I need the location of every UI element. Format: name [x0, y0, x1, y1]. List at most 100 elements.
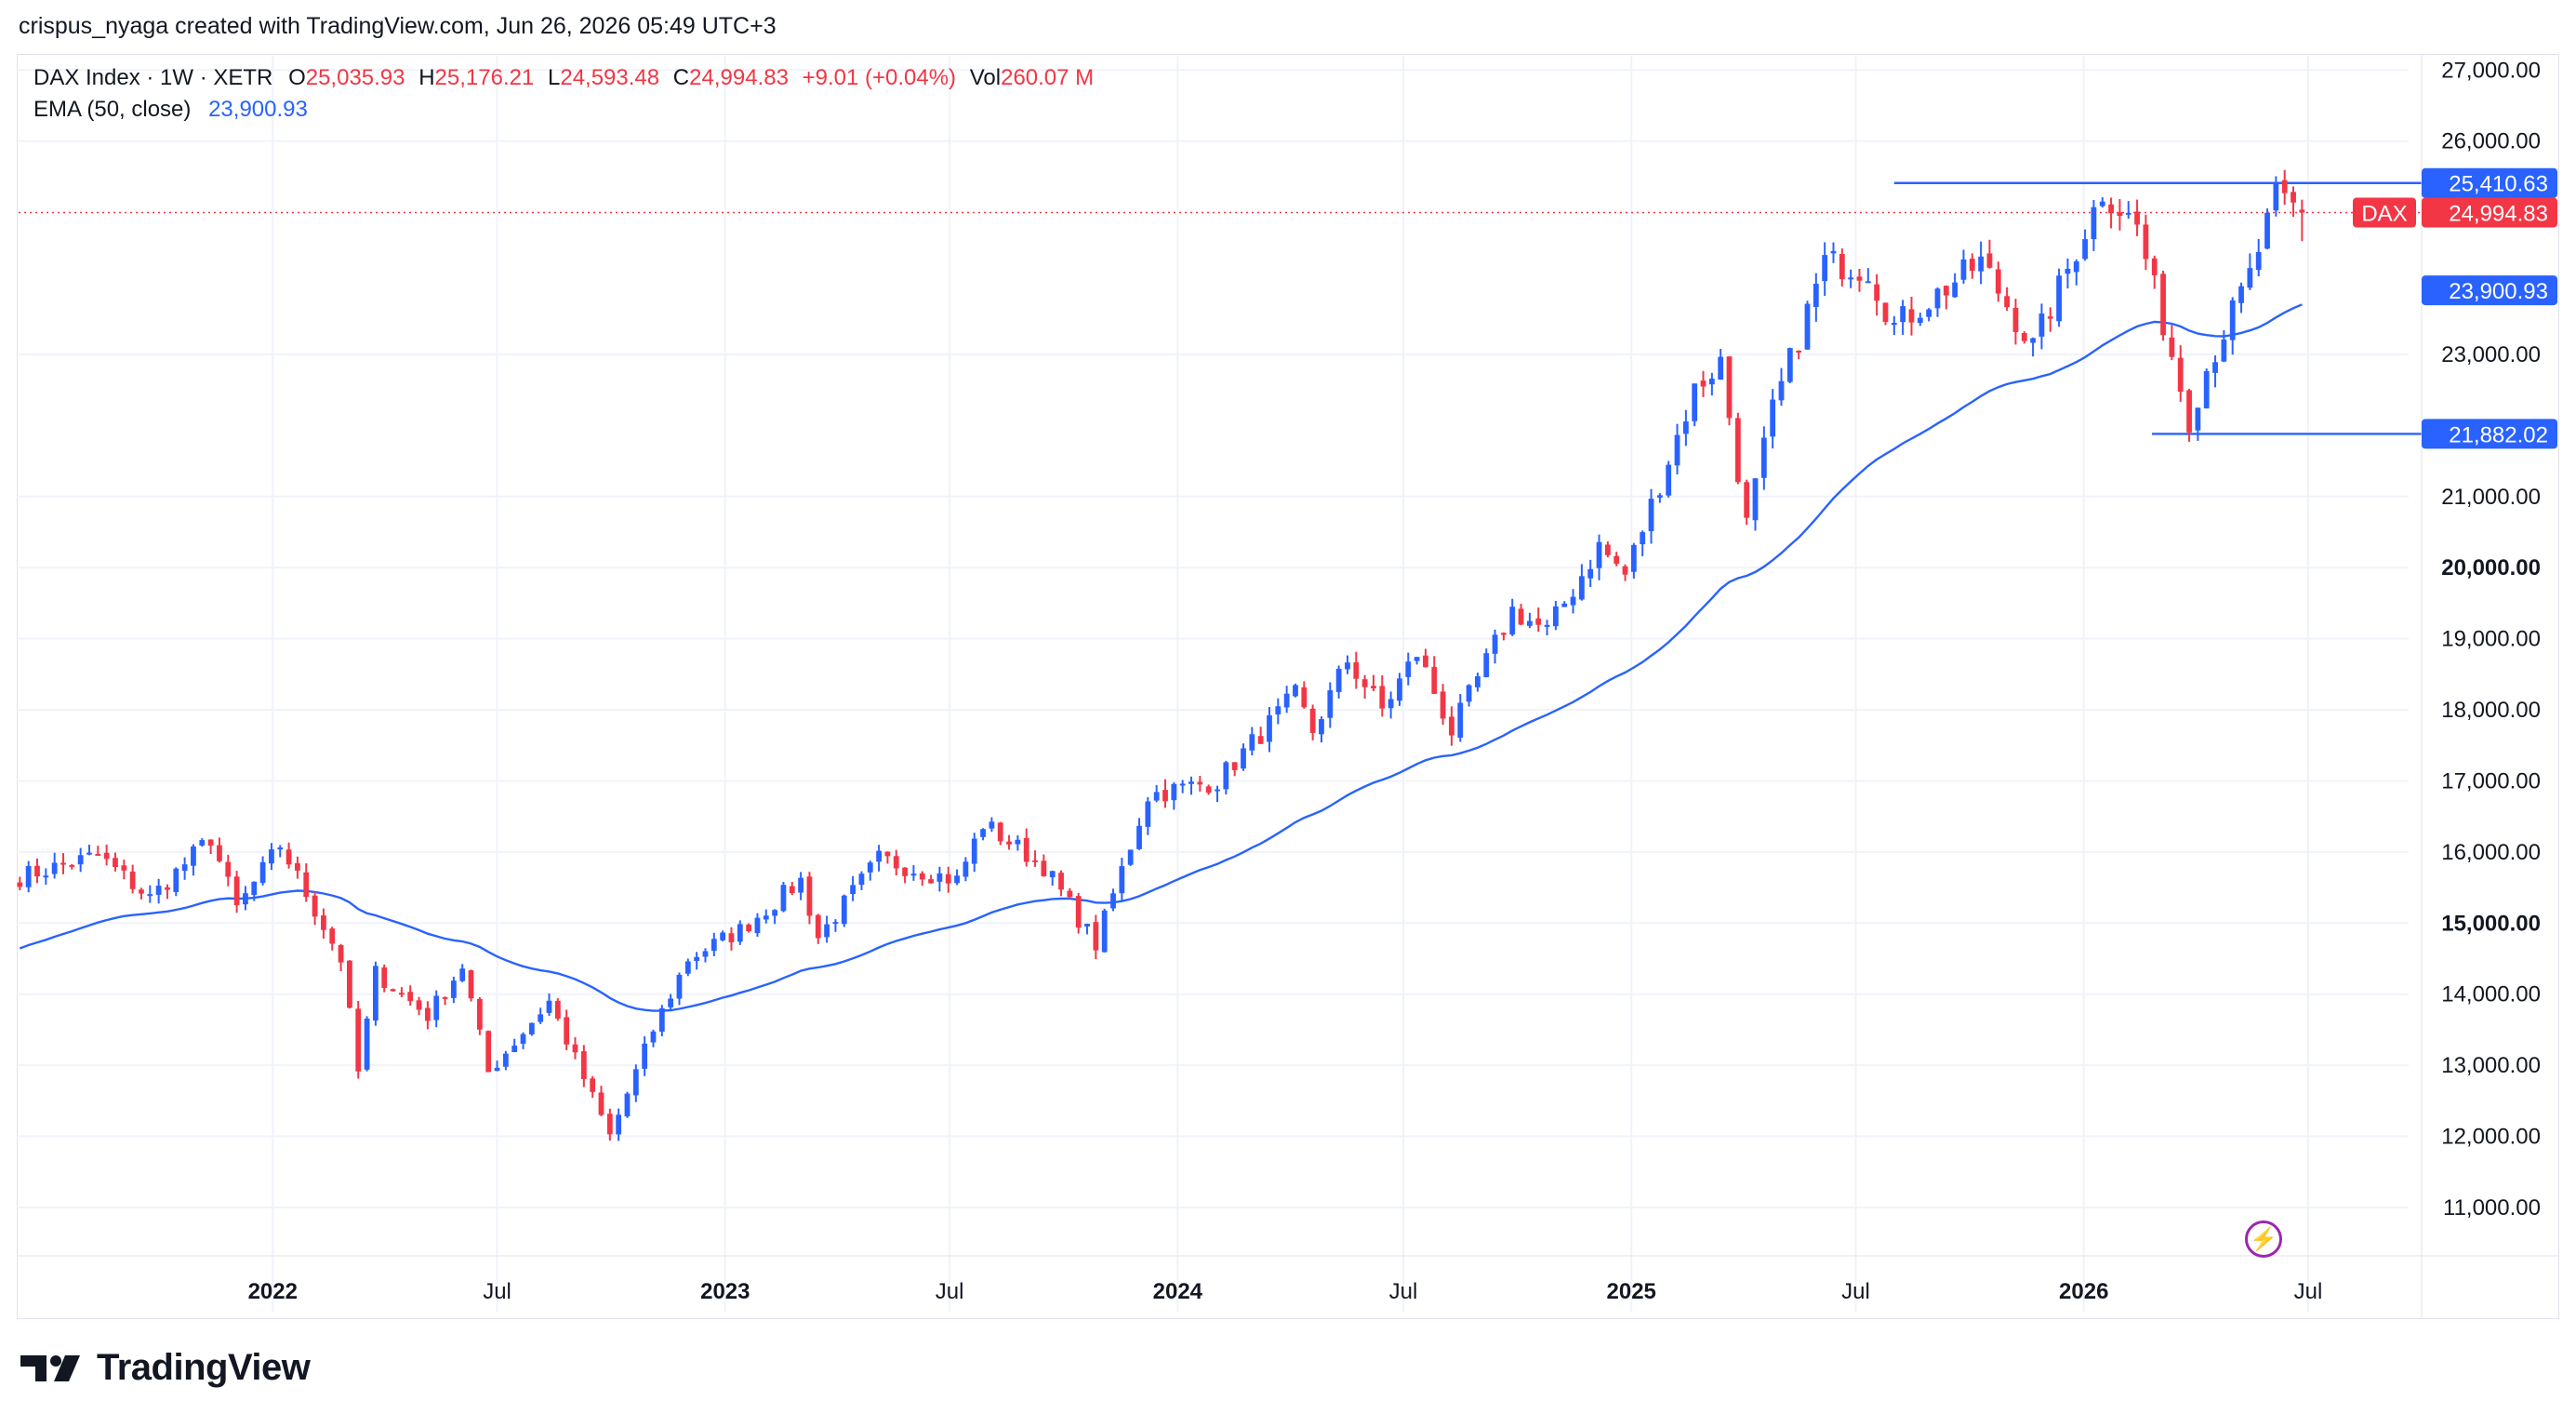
chart-caption: crispus_nyaga created with TradingView.c… [19, 13, 777, 39]
candle-body [658, 1007, 665, 1033]
candle-body [476, 998, 483, 1030]
candle-body [155, 886, 162, 895]
candle-body [1275, 706, 1281, 715]
candle [1457, 694, 1464, 742]
candle [832, 919, 839, 932]
candle-body [1205, 786, 1212, 794]
y-tick-label: 20,000.00 [2441, 555, 2541, 580]
candle-body [225, 861, 232, 877]
candle [1509, 598, 1516, 636]
legend-volume-value: 260.07 M [1001, 65, 1095, 90]
candle-body [1760, 437, 1767, 478]
candle-body [1405, 661, 1412, 677]
legend-low-value: 24,593.48 [560, 65, 660, 90]
candle [1604, 541, 1611, 558]
candle [1379, 675, 1386, 717]
candle-body [2169, 337, 2175, 357]
candle-body [338, 945, 344, 963]
candle-body [2212, 362, 2218, 373]
candle [1006, 834, 1012, 850]
y-tick-label: 17,000.00 [2441, 768, 2541, 794]
legend-volume-label: Vol [969, 65, 1002, 90]
candle-body [1656, 495, 1663, 498]
candle [1786, 347, 1793, 383]
candle [1136, 818, 1142, 850]
candle-body [1969, 259, 1975, 272]
candle [763, 909, 769, 924]
candle [139, 887, 144, 900]
candle [919, 871, 925, 887]
candle [1405, 652, 1412, 686]
candle-body [1483, 653, 1490, 677]
candle-body [806, 876, 813, 916]
candle [1353, 651, 1360, 689]
candle [642, 1036, 648, 1076]
candle-body [1015, 839, 1021, 845]
candle-body [277, 847, 284, 850]
candle [720, 930, 726, 942]
candle [928, 874, 934, 884]
legend-ohlc[interactable]: DAX Index · 1W · XETR O25,035.93 H25,176… [33, 65, 1094, 91]
candle [502, 1050, 509, 1071]
candle [1466, 684, 1472, 707]
candle-body [520, 1034, 526, 1044]
candle [1744, 479, 1750, 526]
ema-line [19, 303, 2303, 1012]
candle-body [1449, 716, 1454, 736]
candle-body [1023, 837, 1029, 862]
candle-body [1145, 801, 1151, 827]
candle [1205, 784, 1212, 795]
price-labels: 25,410.63 24,994.83 DAX 23,900.93 21,882.02 [2353, 167, 2557, 449]
candle-body [468, 970, 474, 999]
candle-body [1622, 566, 1628, 575]
candle-body [1379, 686, 1386, 709]
candle [321, 908, 326, 940]
candle [1319, 716, 1324, 743]
candle-body [1666, 464, 1672, 496]
candle-body [564, 1017, 570, 1045]
candle [207, 839, 214, 854]
candle-body [485, 1031, 492, 1073]
candle [2091, 199, 2097, 251]
candle [902, 867, 908, 884]
candle-body [2291, 192, 2296, 203]
lightning-icon[interactable]: ⚡ [2245, 1220, 2282, 1258]
candle-body [373, 966, 378, 1021]
candle-body [2021, 332, 2027, 341]
candle [69, 864, 75, 870]
candle-body [2238, 286, 2244, 303]
chart-frame[interactable] [17, 54, 2559, 1319]
candle [494, 1060, 500, 1072]
candle-body [1744, 482, 1750, 518]
candle [1361, 674, 1368, 699]
candle [217, 837, 222, 863]
candle-body [1587, 568, 1594, 579]
tradingview-brand[interactable]: TradingView [20, 1347, 311, 1389]
candle-body [2056, 275, 2062, 322]
candle-body [1127, 849, 1134, 865]
candle [1371, 674, 1376, 692]
legend-ema[interactable]: EMA (50, close) 23,900.93 [33, 97, 308, 123]
candle-body [780, 885, 787, 912]
candle [1075, 892, 1082, 934]
candle [702, 948, 709, 963]
candle [841, 894, 847, 927]
candle-body [1249, 734, 1255, 751]
candle-body [1804, 303, 1811, 350]
candle-body [1440, 691, 1446, 719]
candle [295, 856, 300, 879]
candle-body [1267, 714, 1272, 742]
candle-body [2264, 212, 2270, 249]
candle [1041, 854, 1047, 877]
price-label: 24,994.83 DAX [2353, 197, 2557, 228]
candle [980, 828, 986, 841]
candle-body [763, 915, 769, 920]
candle-body [1630, 544, 1637, 572]
candle [173, 867, 179, 897]
y-tick-label: 19,000.00 [2441, 627, 2541, 652]
candle-body [876, 850, 882, 862]
candle [1023, 828, 1029, 867]
candle-body [1345, 662, 1350, 670]
y-tick-label: 21,000.00 [2441, 485, 2541, 510]
